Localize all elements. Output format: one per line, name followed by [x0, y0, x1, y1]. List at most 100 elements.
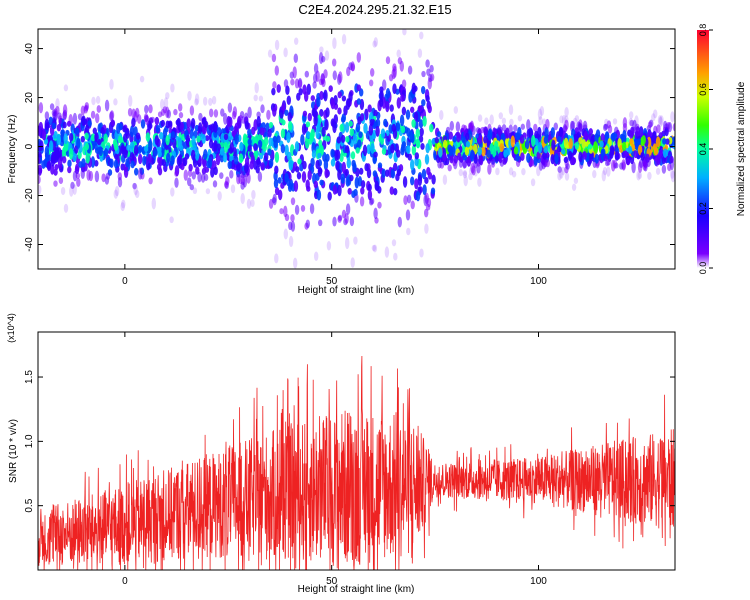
scatter-point [372, 170, 378, 178]
scatter-point [421, 168, 427, 180]
scatter-point [603, 123, 608, 132]
scatter-point [97, 146, 102, 155]
scatter-point [281, 119, 286, 126]
scatter-point [319, 179, 324, 186]
scatter-point [205, 188, 211, 195]
scatter-point [286, 95, 291, 106]
scatter-point [213, 109, 219, 118]
scatter-point [349, 128, 354, 137]
scatter-point [423, 194, 428, 207]
scatter-point [75, 127, 80, 135]
scatter-point [117, 176, 123, 188]
scatter-point [419, 248, 424, 258]
scatter-point [182, 156, 188, 167]
scatter-point [550, 153, 555, 165]
scatter-point [231, 110, 237, 120]
scatter-point [324, 50, 330, 61]
scatter-point [489, 114, 494, 125]
scatter-point [90, 156, 96, 168]
scatter-point [163, 97, 169, 109]
scatter-point [240, 170, 245, 179]
scatter-point [208, 97, 213, 106]
scatter-point [123, 133, 128, 143]
scatter-point [256, 111, 261, 119]
scatter-point [390, 168, 396, 179]
scatter-point [272, 193, 277, 206]
scatter-point [505, 127, 510, 139]
scatter-point [369, 119, 374, 126]
scatter-point [570, 120, 576, 131]
spectrogram-x-label: Height of straight line (km) [298, 285, 415, 296]
scatter-point [319, 90, 324, 101]
scatter-point [135, 132, 141, 140]
scatter-point [154, 135, 159, 146]
scatter-point [72, 170, 78, 182]
scatter-point [247, 128, 252, 136]
scatter-point [637, 144, 643, 156]
scatter-point [426, 68, 431, 76]
scatter-point [203, 96, 208, 106]
scatter-point [410, 200, 415, 210]
scatter-point [138, 167, 143, 180]
scatter-point [231, 130, 236, 138]
scatter-point [178, 112, 184, 119]
scatter-point [401, 79, 407, 89]
scatter-point [103, 148, 109, 157]
scatter-point [468, 173, 473, 181]
scatter-point [400, 146, 405, 156]
scatter-point [468, 122, 473, 130]
scatter-point [321, 55, 326, 63]
scatter-point [324, 168, 329, 179]
scatter-point [116, 122, 121, 135]
scatter-point [293, 180, 299, 192]
scatter-point [574, 115, 580, 122]
scatter-point [557, 166, 562, 173]
scatter-point [168, 120, 173, 127]
scatter-point [392, 83, 397, 95]
scatter-point [470, 149, 475, 162]
scatter-point [645, 153, 650, 163]
scatter-point [288, 221, 293, 231]
scatter-point [498, 126, 503, 135]
scatter-point [154, 116, 160, 126]
scatter-point [411, 144, 417, 156]
scatter-point [87, 120, 92, 127]
scatter-point [487, 163, 492, 175]
scatter-point [381, 168, 386, 178]
scatter-point [306, 83, 311, 96]
scatter-point [68, 113, 73, 126]
scatter-point [306, 131, 311, 139]
scatter-point [636, 138, 641, 145]
scatter-point [453, 106, 458, 114]
scatter-point [583, 130, 589, 142]
scatter-point [240, 181, 245, 190]
scatter-point [317, 152, 322, 159]
scatter-point [311, 149, 317, 159]
scatter-point [337, 215, 342, 223]
scatter-point [574, 141, 579, 150]
scatter-point [524, 139, 530, 150]
scatter-point [551, 139, 556, 151]
scatter-point [593, 141, 598, 152]
scatter-point [67, 166, 72, 174]
scatter-point [627, 145, 633, 154]
scatter-point [369, 5, 373, 16]
scatter-point [201, 167, 207, 175]
scatter-point [317, 166, 323, 177]
colorbar-tick-label: 0.4 [698, 143, 708, 156]
scatter-point [382, 79, 387, 91]
scatter-point [139, 75, 145, 83]
scatter-point [670, 111, 675, 123]
scatter-point [517, 126, 522, 138]
scatter-point [170, 187, 175, 197]
scatter-point [558, 126, 564, 138]
scatter-point [443, 139, 448, 149]
scatter-point [656, 124, 661, 134]
scatter-point [128, 95, 133, 107]
scatter-point [669, 155, 674, 164]
scatter-point [67, 159, 72, 168]
scatter-point [356, 84, 361, 92]
scatter-point [612, 118, 618, 125]
scatter-point [328, 85, 333, 92]
scatter-point [564, 119, 569, 131]
